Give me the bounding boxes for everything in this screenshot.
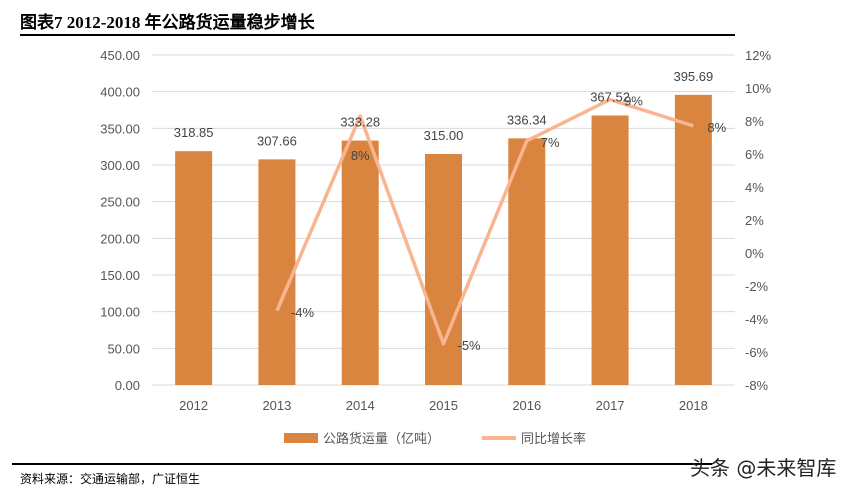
right-tick-label: -6% <box>745 345 769 360</box>
left-tick-label: 150.00 <box>100 268 140 283</box>
growth-value-label: 9% <box>624 94 643 109</box>
left-tick-label: 450.00 <box>100 48 140 63</box>
bar-2014 <box>341 140 379 385</box>
bar-value-label: 307.66 <box>257 133 297 148</box>
x-tick-label: 2018 <box>679 398 708 413</box>
left-tick-label: 200.00 <box>100 231 140 246</box>
footer-divider <box>12 463 712 465</box>
bar-2013 <box>258 159 296 385</box>
right-tick-label: 10% <box>745 81 771 96</box>
title-divider <box>20 34 735 36</box>
bar-value-label: 336.34 <box>507 112 547 127</box>
watermark: 头条 @未来智库 <box>690 456 837 480</box>
bar-2012 <box>175 151 213 385</box>
legend-bar-label: 公路货运量（亿吨） <box>323 431 440 446</box>
bar-2015 <box>425 154 462 385</box>
growth-value-label: -5% <box>458 338 482 353</box>
source-note: 资料来源：交通运输部，广证恒生 <box>20 472 201 486</box>
bar-value-label: 367.52 <box>590 89 630 104</box>
bar-value-label: 315.00 <box>424 128 464 143</box>
right-tick-label: 4% <box>745 180 764 195</box>
bar-2018 <box>674 94 712 385</box>
bar-value-label: 318.85 <box>174 125 214 140</box>
right-tick-label: 0% <box>745 246 764 261</box>
legend-bar-swatch <box>284 433 318 443</box>
left-tick-label: 400.00 <box>100 85 140 100</box>
right-tick-label: -4% <box>745 312 769 327</box>
right-tick-label: 8% <box>745 114 764 129</box>
right-tick-label: -2% <box>745 279 769 294</box>
left-tick-label: 100.00 <box>100 305 140 320</box>
right-tick-label: 2% <box>745 213 764 228</box>
bar-value-label: 395.69 <box>673 69 713 84</box>
left-tick-label: 50.00 <box>107 341 140 356</box>
bar-value-label: 333.28 <box>340 115 380 130</box>
right-tick-label: 12% <box>745 48 771 63</box>
bar-2016 <box>508 138 546 385</box>
x-tick-label: 2013 <box>262 398 291 413</box>
x-tick-label: 2014 <box>346 398 375 413</box>
left-tick-label: 300.00 <box>100 158 140 173</box>
left-tick-label: 350.00 <box>100 121 140 136</box>
growth-value-label: 8% <box>351 148 370 163</box>
x-tick-label: 2017 <box>596 398 625 413</box>
legend-line-label: 同比增长率 <box>521 431 586 446</box>
growth-value-label: 8% <box>707 120 726 135</box>
left-tick-label: 0.00 <box>115 378 140 393</box>
left-tick-label: 250.00 <box>100 195 140 210</box>
x-tick-label: 2015 <box>429 398 458 413</box>
x-tick-label: 2016 <box>512 398 541 413</box>
chart-title: 图表7 2012-2018 年公路货运量稳步增长 <box>20 13 315 32</box>
growth-value-label: -4% <box>291 305 315 320</box>
x-tick-label: 2012 <box>179 398 208 413</box>
right-tick-label: -8% <box>745 378 769 393</box>
right-tick-label: 6% <box>745 147 764 162</box>
growth-value-label: 7% <box>541 135 560 150</box>
bar-2017 <box>591 115 629 385</box>
growth-line <box>275 97 694 346</box>
